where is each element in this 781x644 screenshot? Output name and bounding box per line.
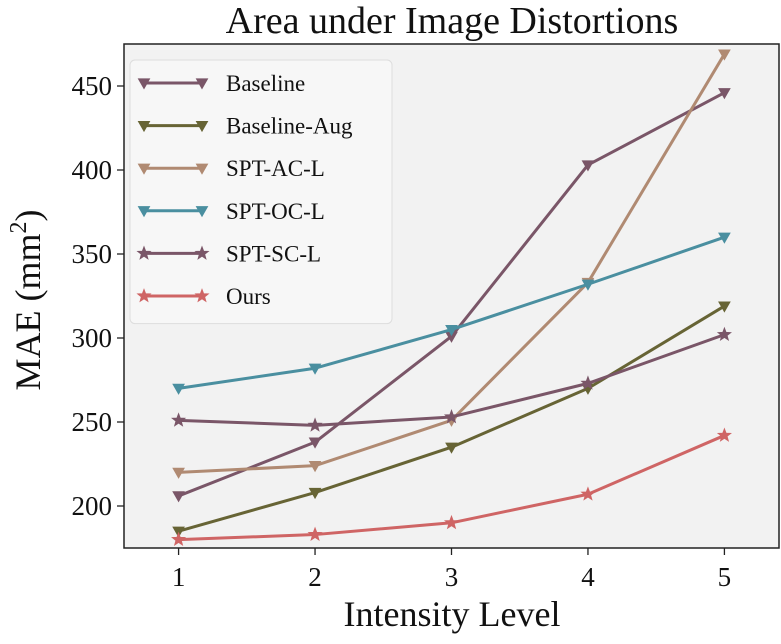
data-point-ours: [580, 486, 596, 501]
data-point-spt-ac-l: [308, 461, 322, 473]
y-tick-label: 350: [72, 239, 113, 269]
x-tick-label: 4: [581, 562, 595, 592]
data-point-baseline: [718, 88, 731, 100]
data-point-spt-sc-l: [307, 417, 323, 432]
legend-marker: [137, 206, 151, 218]
x-tick-label: 1: [172, 562, 186, 592]
data-point-spt-ac-l: [172, 467, 185, 479]
data-point-baseline-aug: [445, 442, 458, 454]
y-axis-label-superscript: 2: [6, 222, 32, 234]
y-axis-label-close: ): [8, 210, 48, 222]
data-point-baseline: [172, 491, 185, 503]
legend-marker: [195, 78, 209, 90]
series-spt-sc-l: [171, 326, 732, 432]
legend-item-spt-oc-l: SPT-OC-L: [137, 199, 325, 224]
data-point-spt-sc-l: [171, 412, 187, 427]
y-tick-label: 250: [72, 407, 113, 437]
series-ours: [171, 427, 732, 547]
legend-item-spt-sc-l: SPT-SC-L: [136, 241, 321, 266]
data-point-baseline-aug: [718, 301, 731, 313]
legend-label: Baseline: [226, 71, 305, 96]
data-point-spt-oc-l: [581, 279, 595, 291]
data-point-spt-oc-l: [308, 363, 322, 375]
data-point-ours: [716, 427, 732, 442]
y-tick-label: 300: [72, 323, 113, 353]
legend-label: Ours: [226, 284, 271, 309]
legend-marker: [195, 163, 209, 175]
data-point-spt-oc-l: [718, 232, 731, 244]
data-point-baseline-aug: [308, 487, 322, 500]
legend-marker: [137, 120, 151, 133]
data-point-ours: [443, 514, 460, 530]
legend-marker: [195, 206, 209, 218]
x-tick-label: 2: [308, 562, 322, 592]
legend-item-spt-ac-l: SPT-AC-L: [137, 156, 325, 181]
data-point-ours: [171, 531, 187, 547]
legend-item-ours: Ours: [136, 284, 271, 309]
x-tick-label: 3: [445, 562, 459, 592]
y-tick-label: 200: [72, 491, 113, 521]
legend-label: SPT-AC-L: [226, 156, 325, 181]
data-point-spt-sc-l: [443, 409, 460, 424]
series-spt-oc-l: [172, 232, 731, 395]
legend-label: Baseline-Aug: [226, 114, 353, 139]
legend: Baseline Baseline-Aug SPT-AC-L SPT-OC-L SPT-…: [129, 59, 393, 325]
data-point-baseline: [581, 160, 595, 172]
y-axis-label: MAE (mm2): [6, 210, 48, 391]
series-layer: [171, 49, 732, 547]
data-point-ours: [307, 526, 323, 541]
legend-marker: [137, 163, 151, 175]
legend-label: SPT-OC-L: [226, 199, 325, 224]
chart-title: Area under Image Distortions: [226, 0, 679, 42]
data-point-spt-ac-l: [718, 49, 731, 61]
data-point-spt-sc-l: [580, 375, 596, 390]
legend-marker: [137, 78, 151, 90]
legend-marker: [194, 245, 210, 260]
legend-marker: [136, 245, 152, 260]
x-axis-label: Intensity Level: [344, 594, 561, 634]
y-tick-label: 450: [72, 71, 113, 101]
x-axis-ticks: 1 2 3 4 5: [172, 548, 731, 592]
legend-marker: [136, 288, 152, 303]
data-point-spt-oc-l: [172, 383, 185, 395]
legend-marker: [195, 120, 209, 133]
legend-label: SPT-SC-L: [226, 241, 321, 266]
y-axis-label-main: MAE (mm: [8, 234, 48, 391]
x-tick-label: 5: [718, 562, 732, 592]
legend-marker: [194, 288, 210, 303]
y-tick-label: 400: [72, 155, 113, 185]
y-axis-ticks: 200 250 300 350 400 450: [72, 71, 124, 521]
data-point-spt-sc-l: [716, 326, 732, 342]
legend-item-baseline: Baseline: [137, 71, 305, 96]
data-point-baseline: [308, 437, 322, 449]
legend-item-baseline-aug: Baseline-Aug: [137, 114, 353, 139]
data-point-spt-oc-l: [445, 324, 458, 337]
series-baseline: [172, 88, 731, 503]
